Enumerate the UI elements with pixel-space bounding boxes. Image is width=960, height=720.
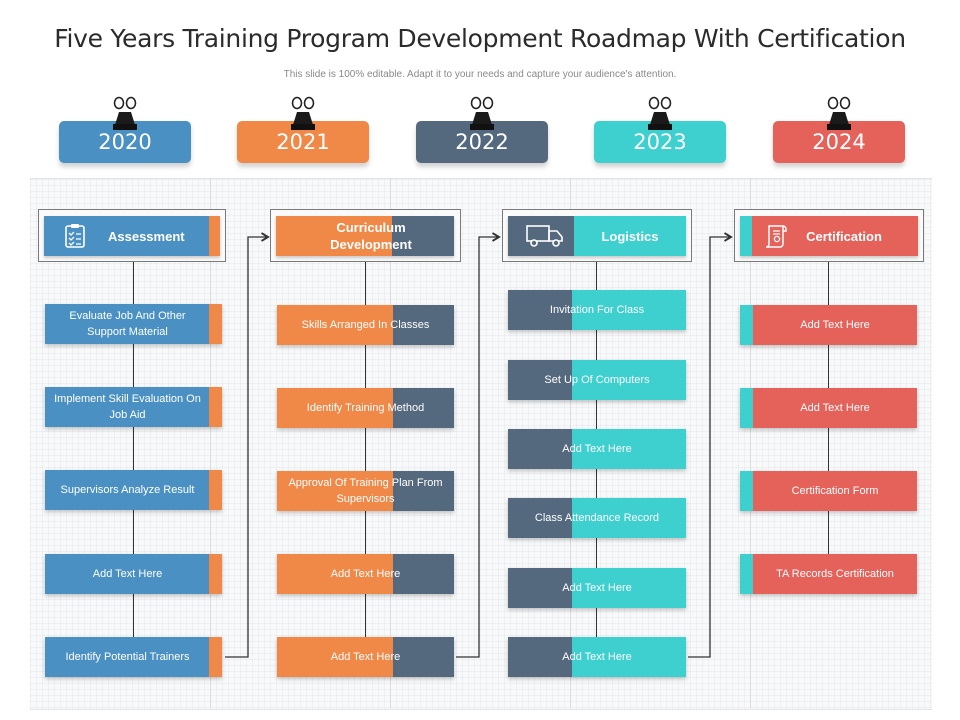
certification-step-3: Certification Form xyxy=(740,471,917,511)
header-label: Curriculum Development xyxy=(330,220,412,252)
certification-step-2: Add Text Here xyxy=(740,388,917,428)
clipboard-checklist-icon xyxy=(65,224,85,248)
certification-step-4: TA Records Certification xyxy=(740,554,917,594)
certification-step-1: Add Text Here xyxy=(740,305,917,345)
curriculum-step-3: Approval Of Training Plan From Superviso… xyxy=(277,471,454,511)
logistics-step-6: Add Text Here xyxy=(508,637,686,677)
binder-clip-icon xyxy=(827,96,851,130)
delivery-truck-icon xyxy=(526,225,563,247)
binder-clip-icon xyxy=(113,96,137,130)
binder-clip-icon xyxy=(648,96,672,130)
header-label: Assessment xyxy=(108,228,185,244)
column-divider xyxy=(390,178,391,708)
column-divider xyxy=(750,178,751,708)
header-label: Logistics xyxy=(601,228,659,244)
assessment-step-2: Implement Skill Evaluation On Job Aid xyxy=(45,387,222,427)
header-label: Certification xyxy=(806,228,882,244)
assessment-step-4: Add Text Here xyxy=(45,554,222,594)
curriculum-step-5: Add Text Here xyxy=(277,637,454,677)
header-logistics: Logistics xyxy=(502,209,692,262)
binder-clip-icon xyxy=(291,96,315,130)
year-tag-2021: 2021 xyxy=(237,121,369,163)
binder-clip-icon xyxy=(470,96,494,130)
curriculum-step-4: Add Text Here xyxy=(277,554,454,594)
page-title: Five Years Training Program Development … xyxy=(54,24,906,53)
assessment-step-1: Evaluate Job And Other Support Material xyxy=(45,304,222,344)
column-divider xyxy=(210,178,211,708)
header-curriculum-development: Curriculum Development xyxy=(270,209,461,262)
assessment-step-5: Identify Potential Trainers xyxy=(45,637,222,677)
column-stem xyxy=(365,262,366,657)
curriculum-step-1: Skills Arranged In Classes xyxy=(277,305,454,345)
certificate-scroll-icon xyxy=(765,225,787,248)
logistics-step-5: Add Text Here xyxy=(508,568,686,608)
logistics-step-2: Set Up Of Computers xyxy=(508,360,686,400)
logistics-step-3: Add Text Here xyxy=(508,429,686,469)
curriculum-step-2: Identify Training Method xyxy=(277,388,454,428)
roadmap-background xyxy=(30,178,932,710)
logistics-step-4: Class Attendance Record xyxy=(508,498,686,538)
page-subtitle: This slide is 100% editable. Adapt it to… xyxy=(283,69,677,80)
assessment-step-3: Supervisors Analyze Result xyxy=(45,470,222,510)
header-assessment: Assessment xyxy=(38,209,226,262)
header-certification: Certification xyxy=(734,209,924,262)
column-stem xyxy=(133,262,134,657)
logistics-step-1: Invitation For Class xyxy=(508,290,686,330)
